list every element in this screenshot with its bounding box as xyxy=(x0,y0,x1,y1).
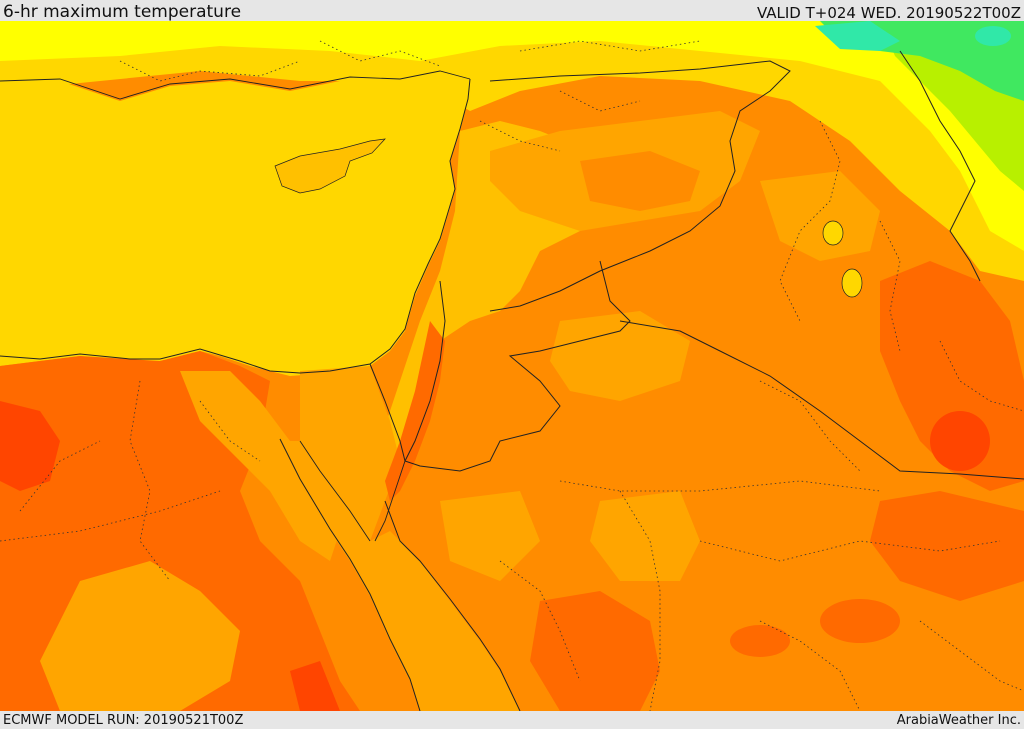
lake-1 xyxy=(822,220,844,246)
bottom-bar: ECMWF MODEL RUN: 20190521T00Z ArabiaWeat… xyxy=(0,711,1024,729)
gulf-of-suez xyxy=(299,440,371,542)
iraq-amber-patch xyxy=(760,171,880,261)
hot-spot-3 xyxy=(930,411,990,471)
north-cyan-patch xyxy=(815,21,900,51)
jordan-amber-patch xyxy=(550,311,690,401)
saudi-amber-patch-2 xyxy=(440,491,540,581)
temperature-map xyxy=(0,21,1024,711)
north-yellow-band xyxy=(0,21,1024,281)
syria-iraq-border xyxy=(489,60,791,312)
top-bar: 6-hr maximum temperature VALID T+024 WED… xyxy=(0,0,1024,22)
egypt-red-zone-2 xyxy=(290,661,340,711)
jordan-saudi-border xyxy=(404,260,631,472)
gulf-of-aqaba xyxy=(374,460,406,542)
arabia-hot-region xyxy=(530,591,660,711)
red-sea-east-coast xyxy=(384,500,521,711)
egypt-red-zone xyxy=(0,401,60,491)
lake-2 xyxy=(841,268,863,298)
valid-time: VALID T+024 WED. 20190522T00Z xyxy=(756,4,1021,22)
red-sea-west-coast xyxy=(279,438,421,711)
iraq-iran-border xyxy=(899,50,981,282)
israel-jordan-border xyxy=(404,280,446,462)
province-boundaries xyxy=(0,40,1024,711)
cyprus-island xyxy=(274,138,386,194)
iraq-saudi-border xyxy=(619,320,1024,480)
mediterranean-sea xyxy=(0,73,470,376)
hot-spot-1 xyxy=(820,599,900,643)
saudi-amber-patch xyxy=(590,491,700,581)
jordan-valley-strip xyxy=(385,321,445,501)
credit-label: ArabiaWeather Inc. xyxy=(896,713,1021,728)
red-sea xyxy=(280,441,520,711)
egypt-israel-border xyxy=(369,363,406,462)
sinai-region xyxy=(300,366,400,541)
turkey-coastline xyxy=(0,70,471,100)
nile-valley-band xyxy=(180,371,340,561)
east-hot-region xyxy=(870,491,1024,601)
egypt-amber-patch xyxy=(40,561,240,711)
hot-spot-2 xyxy=(730,625,790,657)
model-run-label: ECMWF MODEL RUN: 20190521T00Z xyxy=(3,713,244,728)
north-cyan-spot xyxy=(975,26,1011,46)
map-title: 6-hr maximum temperature xyxy=(3,2,242,22)
syria-orange-core xyxy=(580,151,700,211)
